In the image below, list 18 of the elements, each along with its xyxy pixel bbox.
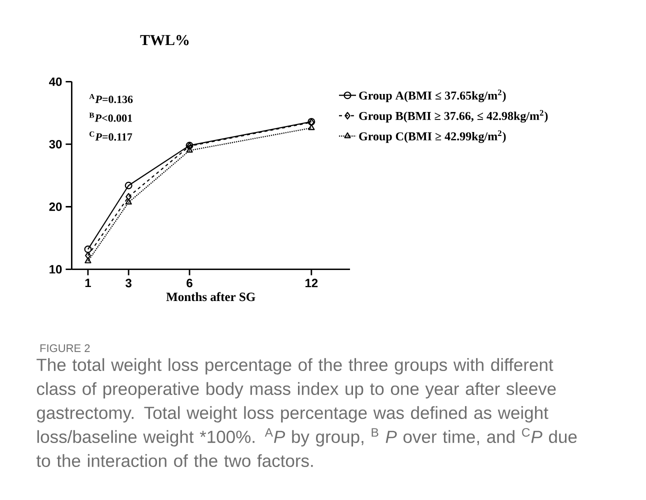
caption: FIGURE 2 [40,344,90,352]
y-tick-label: 30 [49,140,62,148]
x-tick-label: 6 [186,278,192,288]
annotation: $^{A}$P=0.136 [89,94,133,104]
text: The total weight loss percentage of the three groups with different class of preoperative body mass index up to one year after sleeve gastrectomy. Total weight loss percentage was defined as weight loss/baseline weight *100%. $^{A}$P by group, $^{B}$ P over time, and $^{C}$P due to the interaction of the two factors. [36,358,577,468]
y-tick-label: 20 [49,202,62,212]
y-tick-label: 10 [50,265,62,274]
x-tick-label: 12 [305,278,318,288]
x-tick-label: 3 [126,278,132,288]
legend-label: Group B(BMI ≥ 37.66, ≤ 42.98kg/m$^{2}$) [359,110,548,123]
annotation: $^{B}$P<0.001 [89,112,132,122]
y-tick-label: 40 [49,77,62,86]
legend-label: Group A(BMI ≤ 37.65kg/m$^{2}$) [359,90,506,102]
legend-label: Group C(BMI ≥ 42.99kg/m$^{2}$) [359,130,506,143]
x-axis-title: Months after SG [166,292,256,302]
x-tick-label: 1 [85,278,91,288]
annotation: $^{C}$P=0.117 [90,131,132,141]
chart-title: TWL% [140,35,189,46]
